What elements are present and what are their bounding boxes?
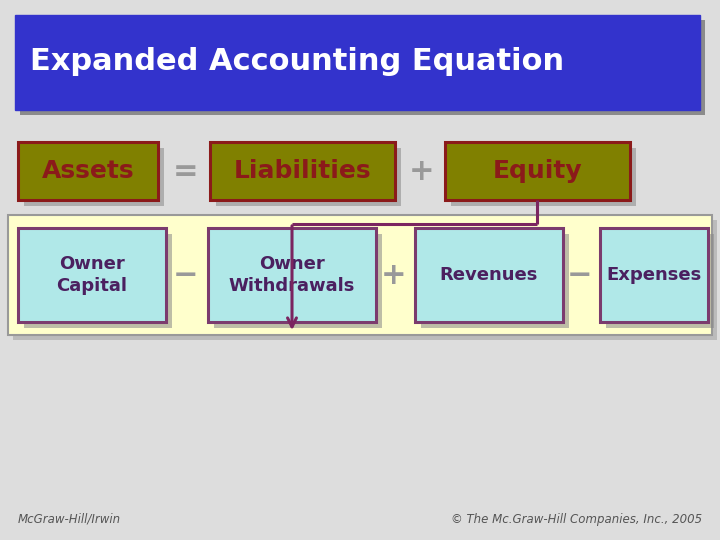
Text: Expanded Accounting Equation: Expanded Accounting Equation bbox=[30, 48, 564, 77]
FancyBboxPatch shape bbox=[210, 142, 395, 200]
Text: −: − bbox=[174, 260, 199, 289]
FancyBboxPatch shape bbox=[13, 220, 717, 340]
Text: Assets: Assets bbox=[42, 159, 135, 183]
Text: Expenses: Expenses bbox=[606, 266, 701, 284]
FancyBboxPatch shape bbox=[421, 234, 569, 328]
Text: +: + bbox=[381, 260, 407, 289]
FancyBboxPatch shape bbox=[20, 20, 705, 115]
FancyBboxPatch shape bbox=[606, 234, 714, 328]
Text: © The Mc.Graw-Hill Companies, Inc., 2005: © The Mc.Graw-Hill Companies, Inc., 2005 bbox=[451, 513, 702, 526]
Text: McGraw-Hill/Irwin: McGraw-Hill/Irwin bbox=[18, 513, 121, 526]
FancyBboxPatch shape bbox=[216, 148, 401, 206]
FancyBboxPatch shape bbox=[451, 148, 636, 206]
FancyBboxPatch shape bbox=[8, 215, 712, 335]
FancyBboxPatch shape bbox=[208, 228, 376, 322]
FancyBboxPatch shape bbox=[15, 15, 700, 110]
FancyBboxPatch shape bbox=[18, 228, 166, 322]
FancyBboxPatch shape bbox=[214, 234, 382, 328]
Text: =: = bbox=[174, 157, 199, 186]
FancyBboxPatch shape bbox=[24, 148, 164, 206]
Text: Owner
Capital: Owner Capital bbox=[56, 255, 127, 295]
FancyBboxPatch shape bbox=[415, 228, 563, 322]
Text: Equity: Equity bbox=[492, 159, 582, 183]
FancyBboxPatch shape bbox=[445, 142, 630, 200]
Text: −: − bbox=[567, 260, 593, 289]
Text: +: + bbox=[409, 157, 435, 186]
Text: Owner
Withdrawals: Owner Withdrawals bbox=[229, 255, 355, 295]
Text: Liabilities: Liabilities bbox=[234, 159, 372, 183]
FancyBboxPatch shape bbox=[24, 234, 172, 328]
FancyBboxPatch shape bbox=[18, 142, 158, 200]
Text: Revenues: Revenues bbox=[440, 266, 538, 284]
FancyBboxPatch shape bbox=[600, 228, 708, 322]
